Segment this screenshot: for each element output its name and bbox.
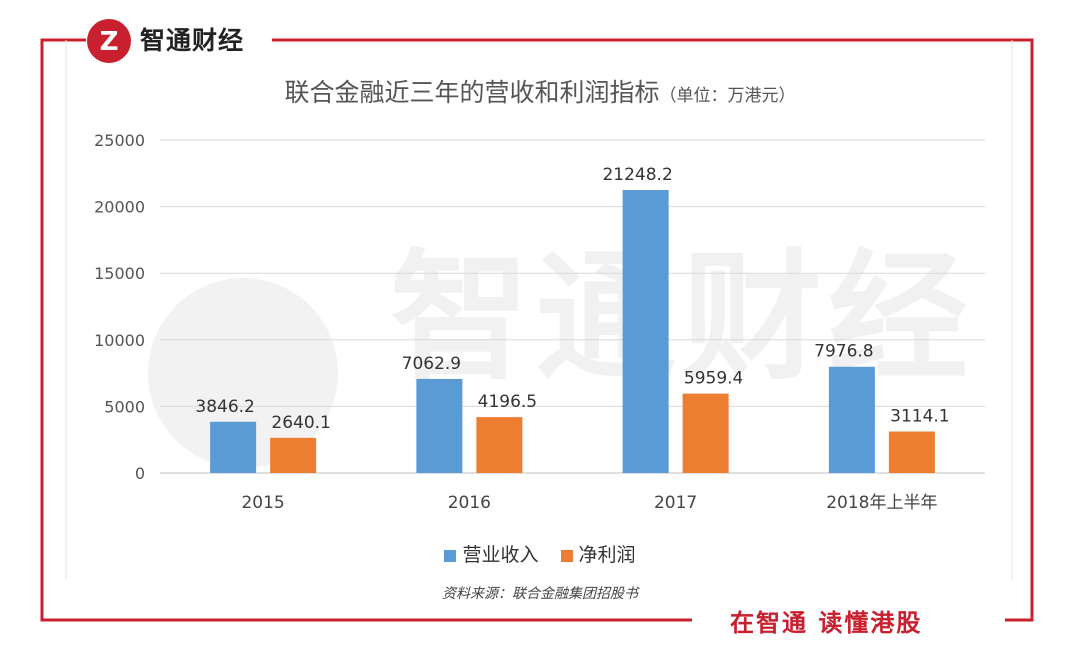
data-label-revenue: 7976.8	[814, 342, 873, 362]
y-tick-label: 10000	[94, 331, 145, 350]
legend-item-profit: 净利润	[560, 540, 636, 567]
svg-text:Z: Z	[100, 27, 119, 57]
data-label-profit: 2640.1	[271, 413, 330, 433]
footer-slogan: 在智通 读懂港股	[730, 609, 923, 637]
legend-item-revenue: 营业收入	[444, 540, 538, 567]
data-label-profit: 3114.1	[890, 407, 949, 427]
bar-profit	[682, 393, 729, 473]
x-tick-label: 2018年上半年	[826, 493, 937, 513]
legend-swatch-revenue	[444, 549, 457, 562]
bar-profit	[270, 437, 317, 473]
data-label-revenue: 3846.2	[195, 397, 254, 417]
x-tick-label: 2015	[241, 493, 284, 513]
y-tick-label: 0	[135, 464, 145, 483]
bar-profit	[476, 417, 523, 473]
brand-logo-icon: Z	[87, 19, 131, 63]
x-tick-label: 2016	[448, 493, 491, 513]
source-note: 资料来源：联合金融集团招股书	[442, 586, 638, 602]
bar-revenue	[416, 378, 463, 473]
y-tick-label: 20000	[94, 198, 145, 217]
chart-unit-note: （单位：万港元）	[659, 86, 796, 106]
data-label-profit: 4196.5	[478, 392, 537, 412]
legend-label-revenue: 营业收入	[462, 544, 539, 566]
brand-name: 智通财经	[140, 26, 245, 55]
y-tick-label: 15000	[94, 264, 145, 283]
y-tick-label: 25000	[94, 131, 145, 150]
y-tick-label: 5000	[104, 397, 145, 416]
x-tick-label: 2017	[654, 493, 697, 513]
chart-legend: 营业收入 净利润	[0, 540, 1080, 567]
bar-revenue	[210, 421, 257, 473]
legend-label-profit: 净利润	[578, 544, 636, 566]
bar-revenue	[622, 189, 669, 473]
data-label-revenue: 21248.2	[602, 165, 672, 185]
chart-title: 联合金融近三年的营收和利润指标（单位：万港元）	[0, 73, 1080, 109]
data-label-revenue: 7062.9	[402, 354, 461, 374]
data-label-profit: 5959.4	[684, 369, 743, 389]
chart-title-main: 联合金融近三年的营收和利润指标	[284, 78, 660, 107]
bar-profit	[888, 431, 935, 473]
legend-swatch-profit	[560, 549, 573, 562]
bar-revenue	[828, 366, 875, 473]
